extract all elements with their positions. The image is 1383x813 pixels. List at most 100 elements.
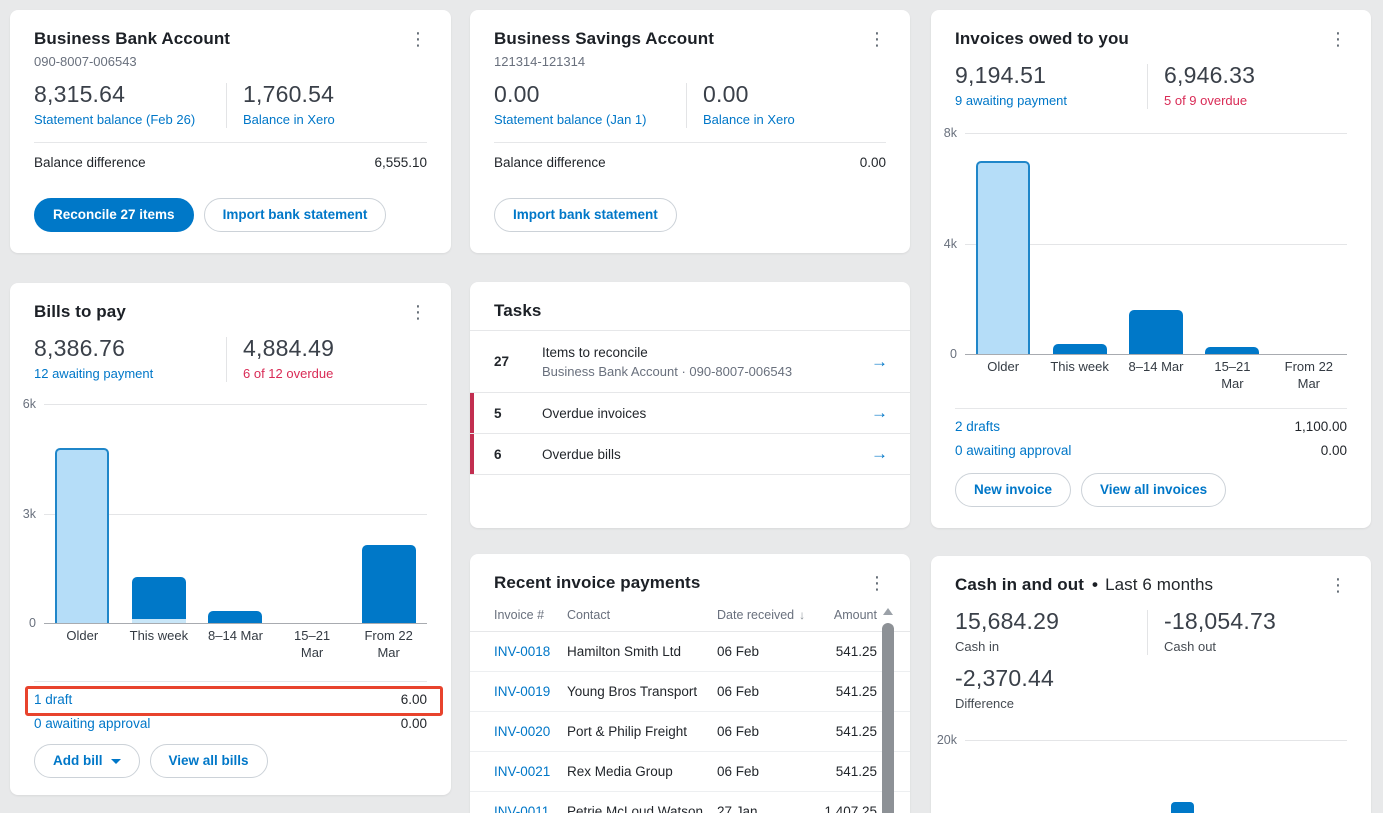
card-title: Cash in and out • Last 6 months [955, 575, 1214, 594]
chart-x-axis-labels: Older This week 8–14 Mar 15–21 Mar From 22 M… [965, 358, 1347, 392]
amount-cell: 541.25 [835, 684, 877, 699]
scrollbar[interactable] [882, 604, 894, 813]
balance-difference-label: Balance difference [494, 155, 606, 170]
import-bank-statement-button[interactable]: Import bank statement [494, 198, 677, 232]
card-title: Business Savings Account [494, 29, 714, 48]
card-title: Invoices owed to you [955, 29, 1129, 48]
invoice-link[interactable]: INV-0011 [494, 804, 550, 813]
x-axis-label: Older [987, 359, 1020, 374]
bills-due-bar-chart: 6k 3k 0 Older This week 8–14 Mar 15–21 Mar Fro… [23, 397, 427, 661]
bar-Older[interactable] [55, 448, 110, 623]
scrollbar-thumb[interactable] [882, 623, 894, 813]
bar-Older[interactable] [976, 161, 1031, 354]
import-bank-statement-button[interactable]: Import bank statement [203, 198, 387, 232]
overdue-label[interactable]: 6 of 12 overdue [243, 366, 334, 381]
table-row: INV-0011 Petrie McLoud Watson 27 Jan 1,4… [470, 792, 910, 813]
divider [1147, 610, 1148, 655]
new-invoice-button[interactable]: New invoice [955, 473, 1072, 507]
bar-This week[interactable] [131, 577, 186, 623]
xero-balance-link[interactable]: Balance in Xero [243, 112, 335, 127]
kebab-menu-icon[interactable] [1323, 574, 1353, 596]
invoice-link[interactable]: INV-0021 [494, 764, 551, 779]
awaiting-approval-value: 0.00 [400, 716, 427, 731]
y-axis-tick: 8k [943, 126, 957, 140]
kebab-menu-icon[interactable] [403, 28, 433, 50]
awaiting-approval-link[interactable]: 0 awaiting approval [955, 443, 1072, 458]
y-axis-tick: 3k [22, 506, 36, 521]
statement-balance-link[interactable]: Statement balance (Feb 26) [34, 112, 196, 127]
cash-in-label: Cash in [955, 639, 1000, 654]
xero-balance-value: 1,760.54 [243, 81, 335, 107]
column-header-date-received[interactable]: Date received [717, 608, 810, 622]
bar-8–14 Mar[interactable] [1129, 310, 1184, 354]
view-all-bills-button[interactable]: View all bills [149, 744, 268, 778]
gridline [965, 133, 1347, 134]
scroll-up-icon[interactable] [883, 608, 893, 615]
y-axis-tick: 20k [936, 733, 957, 747]
card-title: Business Bank Account [34, 29, 231, 48]
table-row: INV-0021 Rex Media Group 06 Feb 541.25 [470, 752, 910, 792]
kebab-menu-icon[interactable] [862, 28, 892, 50]
awaiting-payment-link[interactable]: 9 awaiting payment [955, 93, 1068, 108]
card-title: Recent invoice payments [494, 573, 701, 592]
card-recent-invoice-payments: Recent invoice payments Invoice # Contac… [470, 554, 910, 813]
table-row: INV-0020 Port & Philip Freight 06 Feb 54… [470, 712, 910, 752]
bar-partially-visible[interactable] [1171, 802, 1194, 813]
column-header-contact[interactable]: Contact [567, 608, 611, 622]
kebab-menu-icon[interactable] [1323, 28, 1353, 50]
invoice-link[interactable]: INV-0020 [494, 724, 551, 739]
chart-x-axis-labels: Older This week 8–14 Mar 15–21 Mar From 22 M… [44, 627, 427, 661]
divider [34, 681, 427, 682]
gridline [965, 740, 1347, 741]
sort-descending-icon [799, 608, 805, 622]
reconcile-button[interactable]: Reconcile 27 items [34, 198, 194, 232]
task-items-to-reconcile[interactable]: 27 Items to reconcile Business Bank Acco… [470, 331, 910, 393]
column-header-amount[interactable]: Amount [833, 608, 877, 622]
drafts-link[interactable]: 2 drafts [955, 419, 1001, 434]
account-number: 121314-121314 [494, 54, 586, 69]
balance-difference-label: Balance difference [34, 155, 146, 170]
date-cell: 06 Feb [717, 644, 760, 659]
date-cell: 06 Feb [717, 684, 760, 699]
bar-This week[interactable] [1052, 344, 1107, 354]
card-business-bank-account: Business Bank Account 090-8007-006543 8,… [10, 10, 451, 253]
balance-difference-value: 6,555.10 [374, 155, 427, 170]
gridline [44, 623, 427, 624]
awaiting-payment-link[interactable]: 12 awaiting payment [34, 366, 154, 381]
awaiting-payment-total: 8,386.76 [34, 335, 126, 361]
gridline [965, 354, 1347, 355]
task-overdue-bills[interactable]: 6 Overdue bills [470, 434, 910, 475]
kebab-menu-icon[interactable] [403, 301, 433, 323]
invoice-link[interactable]: INV-0019 [494, 684, 551, 699]
task-label: Overdue bills [542, 446, 621, 462]
y-axis-tick: 0 [950, 347, 957, 361]
x-axis-label: 15–21 Mar [1214, 359, 1251, 391]
bar-8–14 Mar[interactable] [208, 611, 263, 623]
contact-cell: Petrie McLoud Watson [567, 804, 704, 813]
add-bill-button[interactable]: Add bill [34, 744, 140, 778]
divider [226, 83, 227, 128]
bar-From 22 Mar[interactable] [361, 545, 416, 623]
arrow-right-icon[interactable] [871, 352, 888, 372]
view-all-invoices-button[interactable]: View all invoices [1081, 473, 1227, 507]
arrow-right-icon[interactable] [871, 403, 888, 423]
arrow-right-icon[interactable] [871, 444, 888, 464]
statement-balance-link[interactable]: Statement balance (Jan 1) [494, 112, 647, 127]
statement-balance-value: 0.00 [494, 81, 540, 107]
contact-cell: Port & Philip Freight [567, 724, 688, 739]
divider [1147, 64, 1148, 109]
gridline [44, 513, 427, 515]
column-header-invoice[interactable]: Invoice # [494, 608, 545, 622]
bar-15–21 Mar[interactable] [1205, 347, 1260, 354]
drafts-link[interactable]: 1 draft [34, 692, 73, 707]
kebab-menu-icon[interactable] [862, 572, 892, 594]
task-overdue-invoices[interactable]: 5 Overdue invoices [470, 393, 910, 434]
xero-balance-link[interactable]: Balance in Xero [703, 112, 795, 127]
card-invoices-owed: Invoices owed to you 9,194.51 9 awaiting… [931, 10, 1371, 528]
amount-cell: 1,407.25 [824, 804, 877, 813]
awaiting-payment-total: 9,194.51 [955, 62, 1047, 88]
awaiting-approval-link[interactable]: 0 awaiting approval [34, 716, 151, 731]
overdue-label[interactable]: 5 of 9 overdue [1164, 93, 1248, 108]
invoice-link[interactable]: INV-0018 [494, 644, 551, 659]
